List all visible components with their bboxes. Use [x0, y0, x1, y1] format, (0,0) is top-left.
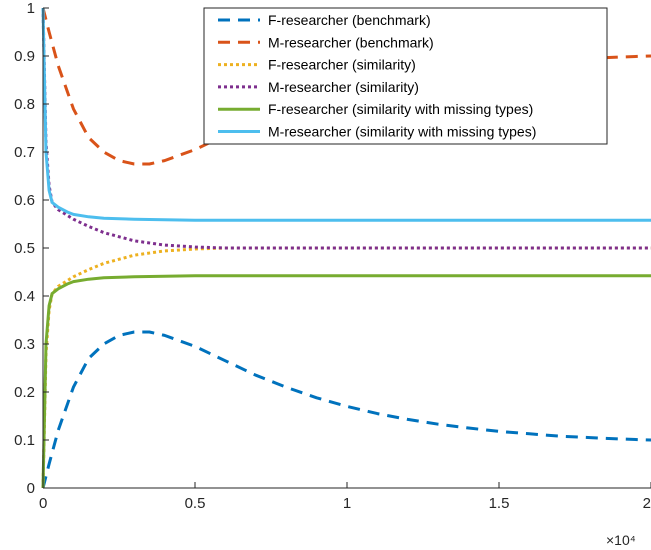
series-line-1 — [41, 330, 651, 489]
legend-box — [203, 7, 608, 145]
y-tick-label: 0 — [27, 480, 35, 497]
legend-label-1: F-researcher (benchmark) — [268, 12, 431, 28]
legend-label-2: M-researcher (benchmark) — [268, 34, 434, 50]
y-tick-label: 0.1 — [14, 432, 35, 449]
y-tick-label: 1 — [27, 0, 35, 17]
legend: F-researcher (benchmark) M-researcher (be… — [203, 7, 608, 145]
x-tick-label: 1 — [343, 495, 351, 512]
y-tick-label: 0.2 — [14, 384, 35, 401]
series-line-2 — [41, 7, 651, 166]
legend-label-5: F-researcher (similarity with missing ty… — [268, 101, 533, 117]
x-tick-label: 0 — [39, 495, 47, 512]
y-tick-label: 0.8 — [14, 96, 35, 113]
y-tick-label: 0.6 — [14, 192, 35, 209]
legend-label-3: F-researcher (similarity) — [268, 57, 416, 73]
y-tick-label: 0.7 — [14, 144, 35, 161]
series-line-6 — [41, 7, 651, 222]
legend-label-4: M-researcher (similarity) — [268, 79, 419, 95]
series-line-5 — [41, 274, 651, 489]
y-tick-label: 0.4 — [14, 288, 35, 305]
series-layer — [41, 7, 651, 489]
y-tick-label: 0.9 — [14, 48, 35, 65]
legend-label-6: M-researcher (similarity with missing ty… — [268, 124, 536, 140]
axes-layer: 0 0.1 0.2 0.3 0.4 0.5 0.6 0.7 0.8 0.9 1 0 0.5 1 1.5 2 — [14, 0, 651, 512]
x-tick-label: 0.5 — [185, 495, 206, 512]
x-axis-exponent-label: ×10⁴ — [606, 532, 636, 548]
x-tick-label: 1.5 — [489, 495, 510, 512]
x-tick-label: 2 — [643, 495, 651, 512]
y-tick-label: 0.3 — [14, 336, 35, 353]
y-tick-label: 0.5 — [14, 240, 35, 257]
